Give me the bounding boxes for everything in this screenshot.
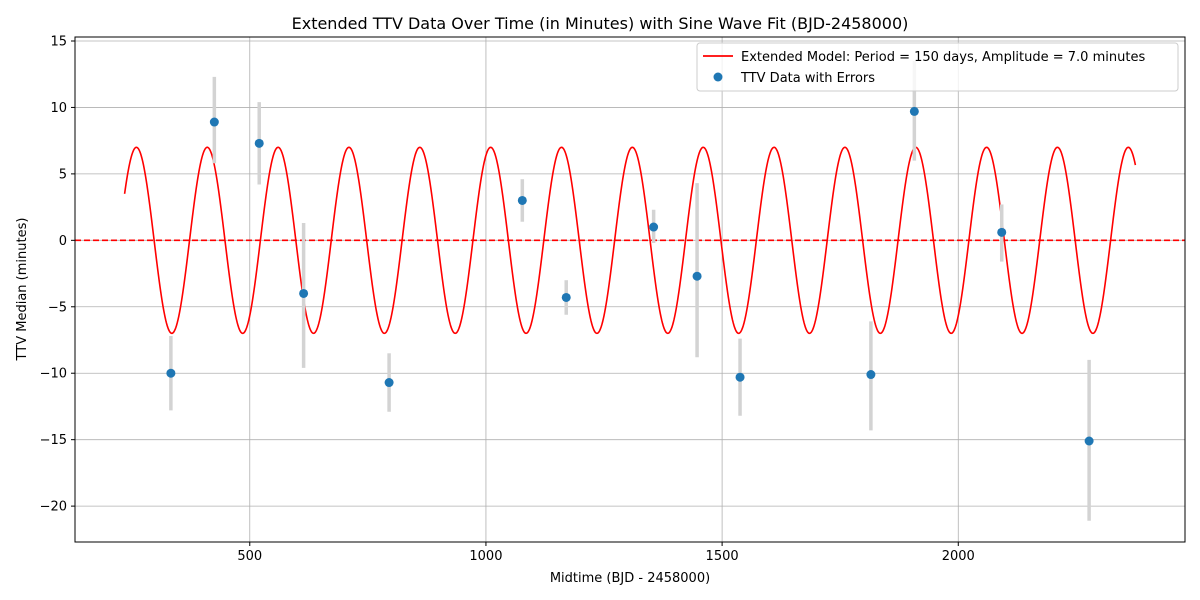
legend-data-marker bbox=[713, 72, 723, 82]
y-tick-label: 5 bbox=[59, 167, 67, 182]
y-ticks: −20 −15 −10 −5 0 5 10 15 bbox=[40, 34, 75, 515]
axes-frame bbox=[74, 36, 1186, 543]
y-tick-label: 0 bbox=[59, 234, 67, 249]
point-layer bbox=[166, 106, 1094, 446]
data-point bbox=[909, 106, 919, 116]
data-point bbox=[561, 292, 571, 302]
plot-area bbox=[75, 37, 1185, 542]
legend: Extended Model: Period = 150 days, Ampli… bbox=[696, 42, 1179, 92]
x-tick-label: 1500 bbox=[706, 549, 739, 564]
legend-model-label: Extended Model: Period = 150 days, Ampli… bbox=[741, 50, 1145, 65]
x-tick-label: 1000 bbox=[469, 549, 502, 564]
y-tick-label: 15 bbox=[50, 34, 67, 49]
data-point bbox=[166, 368, 176, 378]
data-point bbox=[735, 372, 745, 382]
data-point bbox=[299, 288, 309, 298]
x-tick-label: 500 bbox=[237, 549, 262, 564]
x-tick-label: 2000 bbox=[942, 549, 975, 564]
data-point bbox=[997, 227, 1007, 237]
data-point bbox=[692, 271, 702, 281]
data-point bbox=[1084, 436, 1094, 446]
y-tick-label: −15 bbox=[40, 433, 67, 448]
x-ticks: 500 1000 1500 2000 bbox=[237, 542, 975, 564]
data-point bbox=[209, 117, 219, 127]
chart-title: Extended TTV Data Over Time (in Minutes)… bbox=[292, 14, 909, 33]
sine-model-line bbox=[123, 146, 1137, 335]
legend-box bbox=[696, 42, 1179, 92]
y-tick-label: −20 bbox=[40, 500, 67, 515]
data-point bbox=[517, 195, 527, 205]
data-point bbox=[866, 370, 876, 380]
y-tick-label: −10 bbox=[40, 367, 67, 382]
model-layer bbox=[123, 146, 1137, 335]
y-tick-label: −5 bbox=[48, 300, 67, 315]
y-axis-label: TTV Median (minutes) bbox=[15, 218, 30, 362]
data-point bbox=[384, 378, 394, 388]
data-point bbox=[649, 222, 659, 232]
x-axis-label: Midtime (BJD - 2458000) bbox=[550, 571, 710, 586]
data-point bbox=[254, 138, 264, 148]
y-tick-label: 10 bbox=[50, 101, 67, 116]
legend-data-label: TTV Data with Errors bbox=[740, 71, 875, 86]
